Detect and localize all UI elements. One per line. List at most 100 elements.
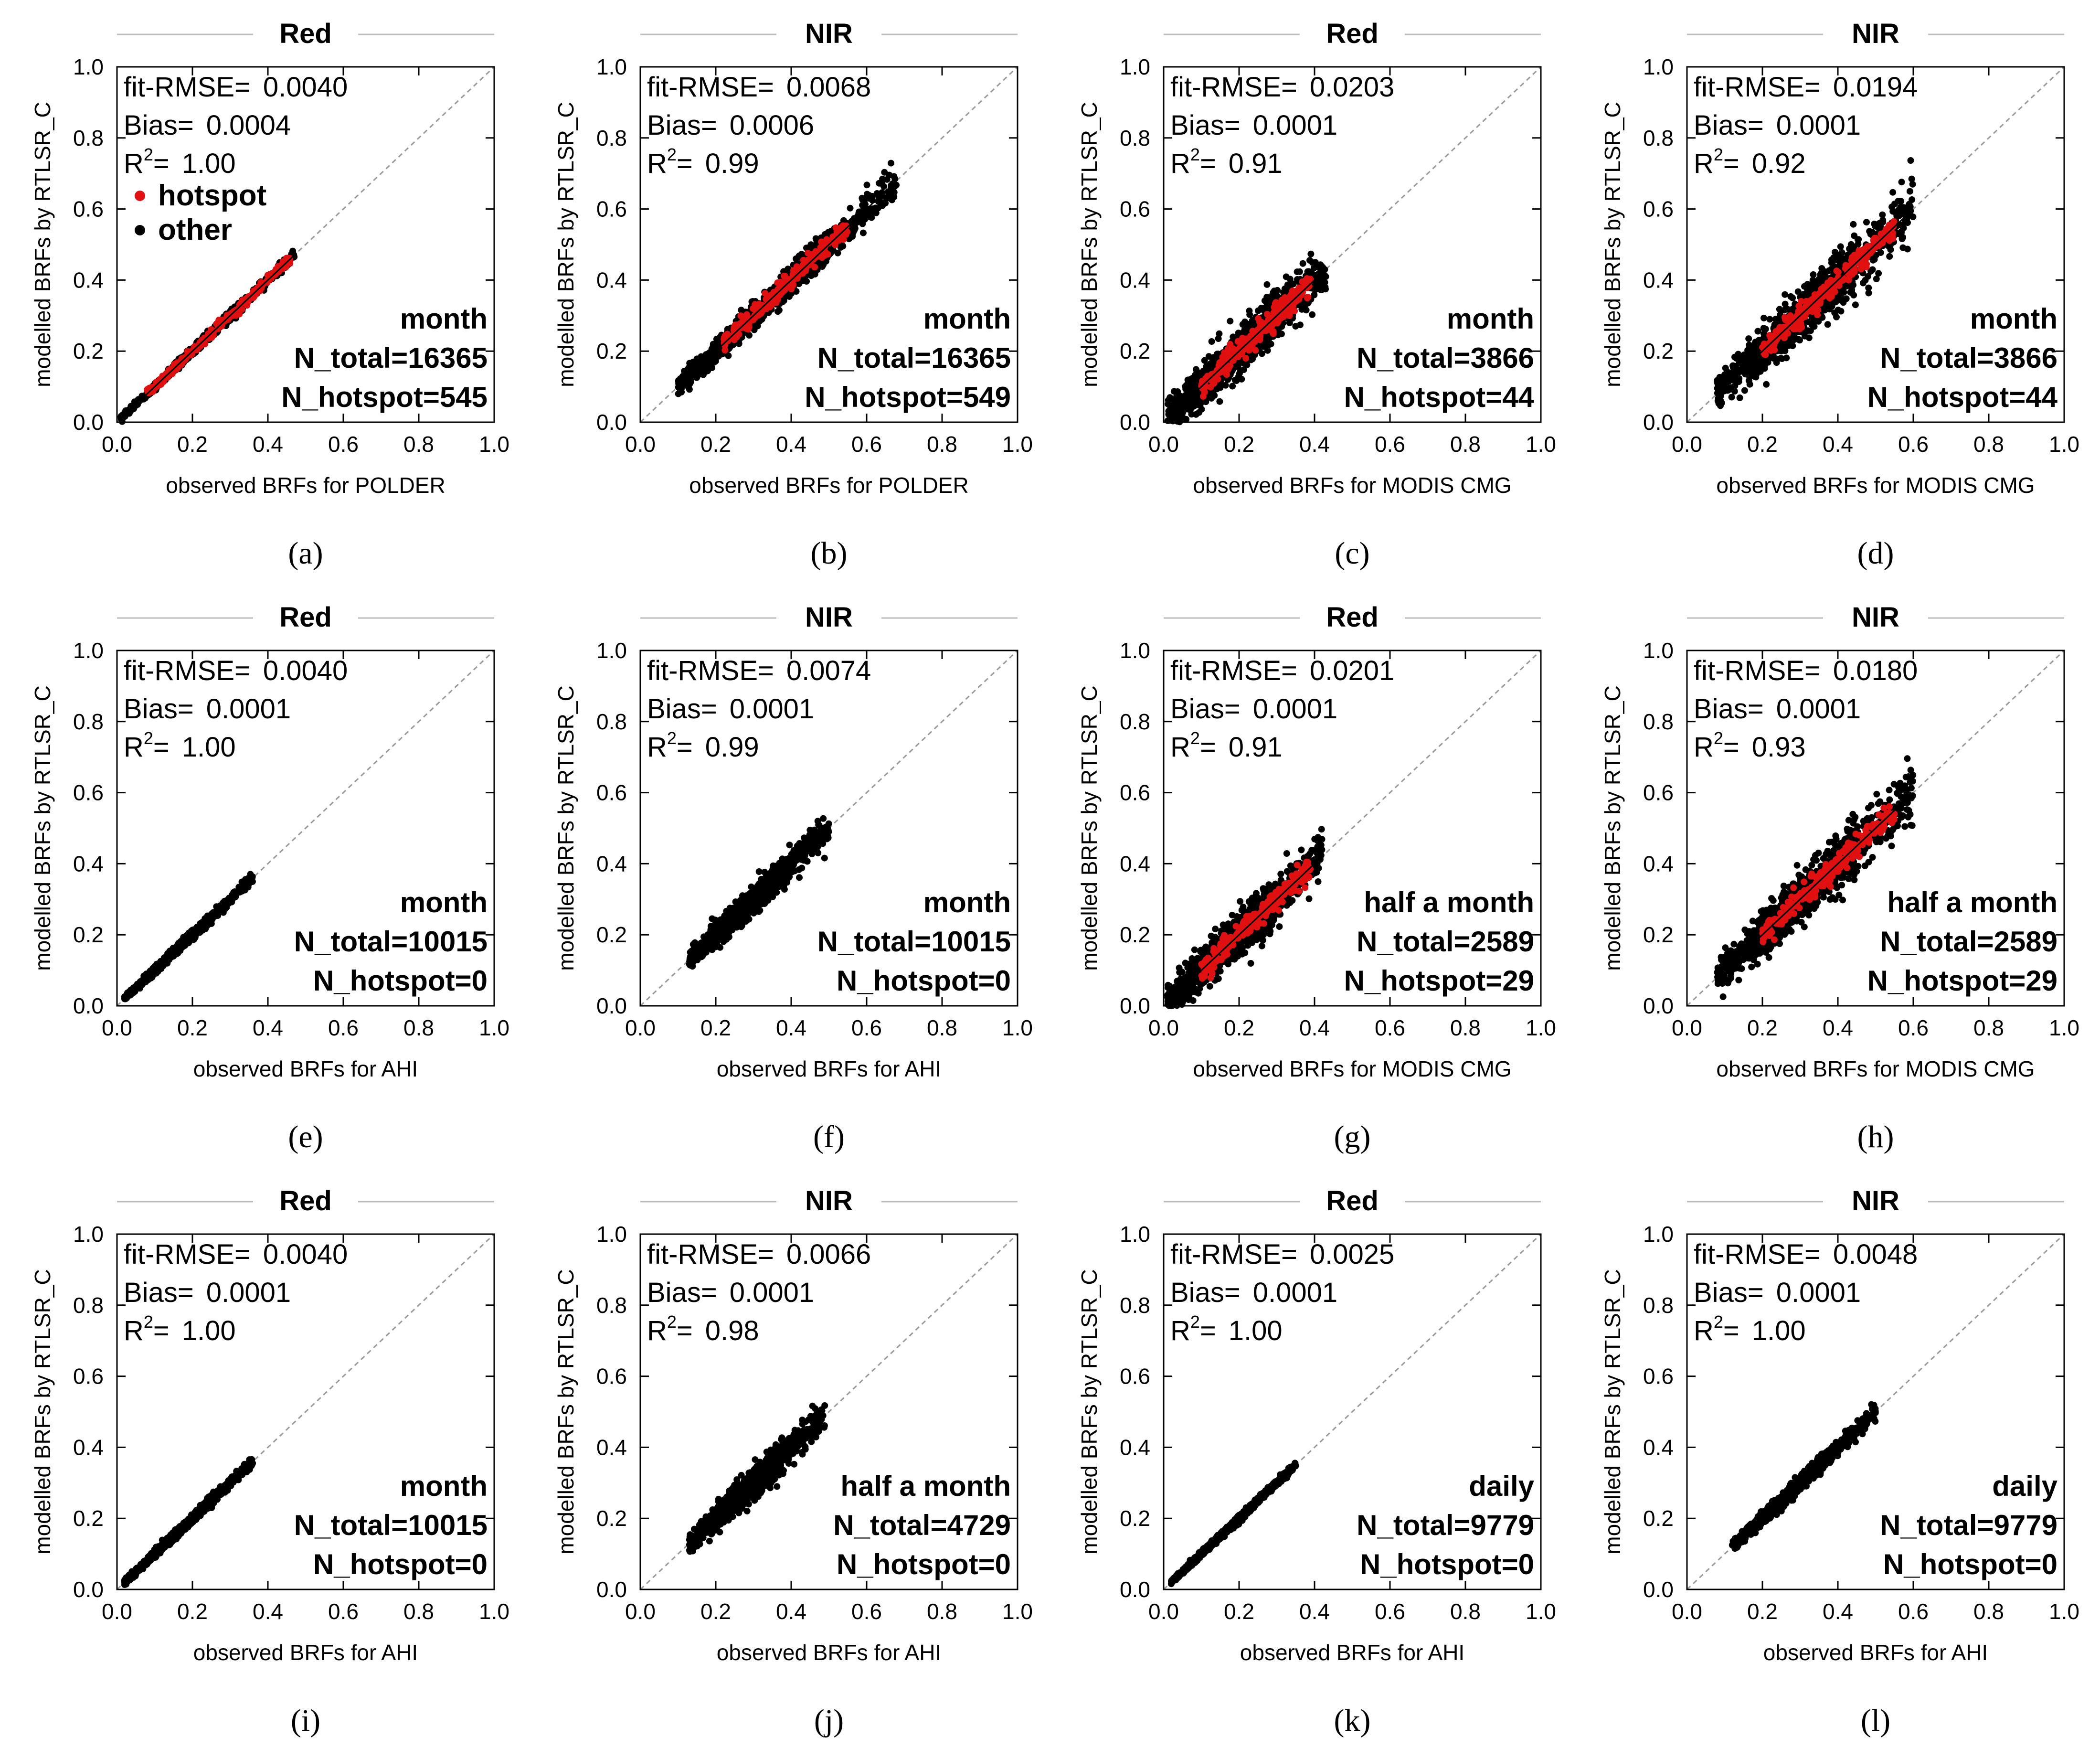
point-other	[1287, 281, 1294, 288]
point-other	[1246, 307, 1253, 314]
bias-value: 0.0006	[730, 110, 814, 141]
x-tick-label: 0.0	[625, 432, 656, 457]
panel-caption: (c)	[1335, 536, 1369, 571]
point-other	[839, 243, 847, 250]
point-hotspot	[1242, 355, 1250, 362]
point-other	[1267, 341, 1274, 348]
point-other	[700, 362, 707, 369]
y-tick-label: 1.0	[73, 54, 104, 79]
point-other	[1264, 347, 1271, 354]
point-other	[1236, 370, 1243, 377]
point-other	[1174, 388, 1181, 395]
point-other	[725, 352, 732, 359]
y-tick-label: 0.8	[73, 126, 104, 150]
r2-stat: R2= 0.91	[1170, 145, 1283, 179]
fit-rmse-label: fit-RMSE=	[124, 72, 251, 103]
point-other	[1899, 244, 1907, 251]
scatter-panel: Red0.00.00.20.20.40.40.60.60.80.81.01.0o…	[1077, 18, 1556, 571]
x-tick-label: 0.2	[700, 432, 731, 457]
panel-caption: (a)	[288, 536, 323, 571]
point-hotspot	[736, 321, 743, 329]
point-other	[1229, 383, 1236, 390]
point-other	[1309, 311, 1316, 318]
fit-rmse-stat: fit-RMSE= 0.0040	[124, 72, 348, 103]
x-tick-label: 0.6	[851, 432, 882, 457]
point-hotspot	[1225, 366, 1232, 373]
scatter-panel: Red0.00.00.20.20.40.40.60.60.80.81.01.0o…	[30, 18, 509, 571]
r2-superscript: 2	[1190, 145, 1200, 164]
x-tick-label: 0.6	[328, 432, 359, 457]
point-other	[1909, 196, 1916, 203]
point-hotspot	[823, 236, 830, 243]
point-hotspot	[1278, 313, 1285, 320]
point-hotspot	[752, 301, 759, 308]
x-tick-label: 0.4	[253, 432, 283, 457]
point-hotspot	[1286, 312, 1293, 320]
point-other	[1294, 268, 1301, 276]
point-hotspot	[745, 323, 753, 330]
point-other	[1231, 376, 1239, 384]
chart-title: NIR	[805, 18, 853, 49]
point-other	[881, 169, 888, 176]
panel-caption: (b)	[811, 536, 848, 571]
point-other	[1833, 313, 1840, 320]
bias-stat: Bias= 0.0004	[124, 110, 291, 141]
bias-stat: Bias= 0.0006	[647, 110, 814, 141]
y-tick-label: 0.0	[1120, 410, 1150, 435]
point-other	[1889, 189, 1897, 196]
x-tick-label: 0.0	[102, 432, 132, 457]
y-tick-label: 0.6	[1120, 197, 1150, 222]
point-other	[1227, 318, 1234, 325]
bias-value: 0.0004	[206, 110, 291, 141]
point-other	[834, 249, 841, 256]
point-other	[863, 181, 870, 189]
point-other	[1296, 321, 1304, 329]
y-tick-label: 1.0	[1120, 54, 1150, 79]
r2-superscript: 2	[667, 145, 677, 164]
r2-value: 0.99	[705, 148, 759, 179]
point-other	[1216, 398, 1223, 405]
point-other	[1782, 291, 1789, 298]
point-hotspot	[811, 264, 818, 271]
n-total-label: N_total=16365	[817, 342, 1011, 374]
chart-title: NIR	[1852, 18, 1899, 49]
fit-rmse-value: 0.0068	[786, 72, 871, 103]
point-other	[1863, 219, 1870, 226]
point-other	[891, 189, 898, 196]
point-other	[1322, 273, 1329, 280]
point-other	[1204, 363, 1211, 370]
point-other	[1837, 243, 1844, 250]
point-hotspot	[1249, 342, 1256, 350]
point-other	[1763, 381, 1770, 388]
x-tick-label: 1.0	[479, 432, 509, 457]
y-tick-label: 0.0	[596, 410, 627, 435]
r2-label: R	[647, 148, 667, 179]
point-other	[1832, 248, 1838, 256]
point-other	[774, 308, 781, 315]
point-hotspot	[1201, 383, 1209, 390]
y-tick-label: 1.0	[596, 54, 627, 79]
point-other	[869, 193, 876, 200]
y-axis-label: modelled BRFs by RTLSR_C	[30, 102, 55, 387]
point-other	[696, 371, 703, 378]
point-other	[1208, 394, 1215, 402]
point-other	[1306, 257, 1313, 264]
x-tick-label: 0.8	[927, 432, 957, 457]
r2-label: R	[124, 148, 144, 179]
point-hotspot	[1227, 341, 1234, 348]
fit-rmse-stat: fit-RMSE= 0.0068	[647, 72, 871, 103]
bias-label: Bias=	[1170, 110, 1241, 141]
fit-line	[1167, 268, 1326, 419]
point-other	[1789, 294, 1796, 301]
x-tick-label: 0.6	[1375, 432, 1405, 457]
period-label: month	[1447, 303, 1534, 335]
fit-line	[120, 255, 295, 419]
x-tick-label: 0.4	[776, 432, 806, 457]
x-tick-label: 1.0	[1526, 432, 1556, 457]
y-tick-label: 0.2	[1120, 339, 1150, 363]
legend-hotspot-marker	[135, 191, 145, 201]
point-other	[1321, 279, 1328, 286]
point-other	[1263, 281, 1271, 288]
y-tick-label: 0.6	[596, 197, 627, 222]
point-other	[1766, 316, 1773, 323]
